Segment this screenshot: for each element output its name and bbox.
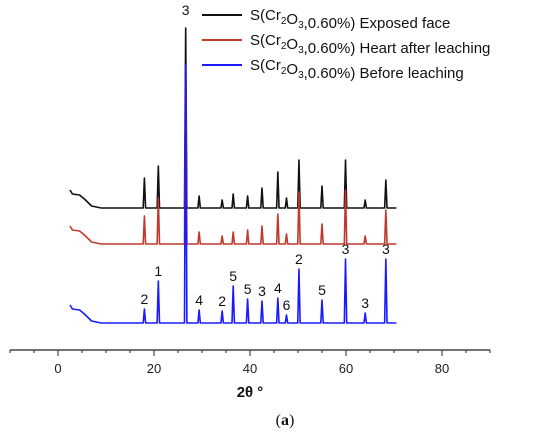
peak-label: 1 xyxy=(154,263,162,279)
peak-label: 3 xyxy=(361,295,369,311)
peak-label: 3 xyxy=(342,241,350,257)
x-tick-label: 20 xyxy=(147,361,161,376)
peak-label: 2 xyxy=(141,291,149,307)
peak-label: 5 xyxy=(229,268,237,284)
peak-label: 3 xyxy=(182,2,190,18)
legend-label-1: S(Cr2O3,0.60%) Exposed face xyxy=(250,7,450,32)
legend-label-2: S(Cr2O3,0.60%) Heart after leaching xyxy=(250,32,490,57)
x-tick-label: 0 xyxy=(54,361,61,376)
peak-label: 6 xyxy=(283,297,291,313)
x-tick-label: 40 xyxy=(243,361,257,376)
peak-label: 3 xyxy=(382,241,390,257)
peak-label: 4 xyxy=(274,280,282,296)
diffraction-curves xyxy=(69,27,397,324)
x-tick-label: 60 xyxy=(339,361,353,376)
peak-label: 5 xyxy=(318,282,326,298)
subfigure-caption: (a) xyxy=(276,412,295,429)
peak-label: 2 xyxy=(295,251,303,267)
legend-label-3: S(Cr2O3,0.60%) Before leaching xyxy=(250,57,464,82)
peak-label: 4 xyxy=(195,292,203,308)
x-axis-label: 2θ ° xyxy=(237,384,264,401)
series-line-3 xyxy=(69,64,397,324)
x-axis: 0 20 40 60 80 xyxy=(9,349,491,376)
peak-label: 5 xyxy=(244,281,252,297)
x-tick-label: 80 xyxy=(435,361,449,376)
series-line-1 xyxy=(69,27,397,209)
peak-label: 3 xyxy=(258,283,266,299)
series-line-2 xyxy=(69,71,397,245)
peak-label: 2 xyxy=(218,293,226,309)
legend: S(Cr2O3,0.60%) Exposed faceS(Cr2O3,0.60%… xyxy=(202,7,490,82)
